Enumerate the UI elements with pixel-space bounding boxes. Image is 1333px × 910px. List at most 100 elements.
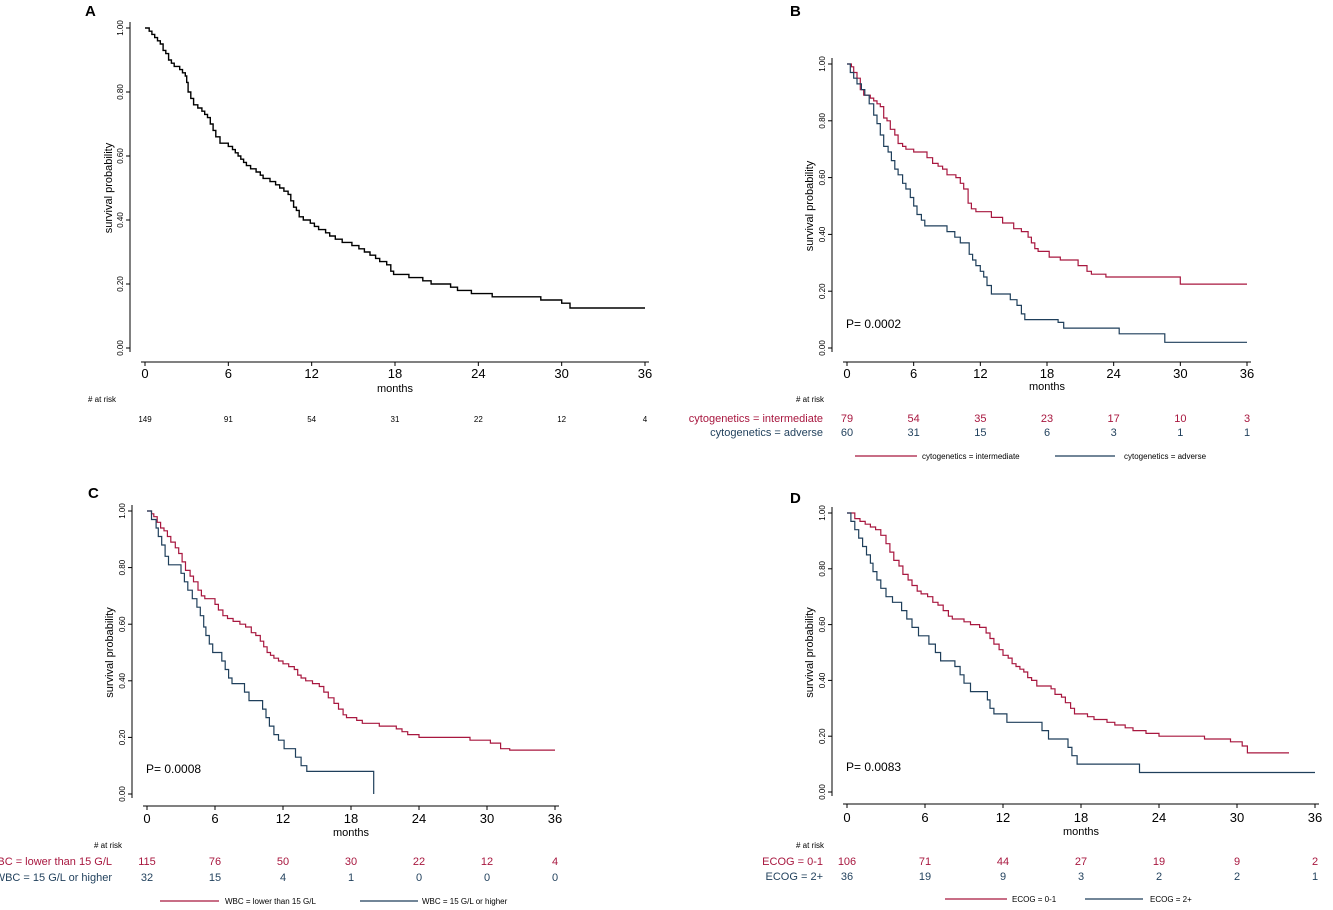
- x-tick-label: 6: [921, 810, 928, 825]
- at-risk-count: 0: [484, 872, 490, 884]
- at-risk-count: 4: [280, 872, 286, 884]
- y-tick-label: 0.40: [818, 672, 827, 688]
- at-risk-count: 44: [997, 856, 1009, 868]
- p-value: P= 0.0002: [846, 317, 901, 331]
- at-risk-count: 149: [138, 415, 152, 424]
- at-risk-count: 19: [1153, 856, 1165, 868]
- y-tick-label: 1.00: [118, 503, 127, 519]
- x-tick-label: 30: [554, 366, 568, 381]
- x-tick-label: 24: [1152, 810, 1166, 825]
- y-tick-label: 0.20: [818, 283, 827, 299]
- at-risk-count: 12: [557, 415, 566, 424]
- x-tick-label: 30: [1230, 810, 1244, 825]
- panel-letter: B: [790, 3, 801, 20]
- at-risk-count: 4: [643, 415, 648, 424]
- at-risk-count: 15: [974, 427, 986, 439]
- at-risk-count: 31: [391, 415, 400, 424]
- at-risk-count: 106: [838, 856, 856, 868]
- at-risk-count: 9: [1234, 856, 1240, 868]
- y-tick-label: 1.00: [818, 56, 827, 72]
- at-risk-count: 15: [209, 872, 221, 884]
- at-risk-count: 50: [277, 856, 289, 868]
- at-risk-count: 76: [209, 856, 221, 868]
- x-tick-label: 0: [143, 811, 150, 826]
- at-risk-row-label: ECOG = 2+: [766, 871, 823, 883]
- at-risk-row-label: ECOG = 0-1: [762, 856, 823, 868]
- legend-label: cytogenetics = adverse: [1124, 452, 1207, 461]
- x-tick-label: 6: [225, 366, 232, 381]
- y-tick-label: 0.00: [818, 784, 827, 800]
- x-tick-label: 30: [1173, 366, 1187, 381]
- at-risk-count: 23: [1041, 413, 1053, 425]
- x-tick-label: 0: [141, 366, 148, 381]
- survival-curve-blue: [847, 512, 1315, 774]
- x-tick-label: 6: [910, 366, 917, 381]
- x-tick-label: 24: [412, 811, 426, 826]
- panel-letter: D: [790, 490, 801, 507]
- y-axis-title: survival probability: [804, 607, 816, 698]
- x-tick-label: 18: [388, 366, 402, 381]
- at-risk-title: # at risk: [796, 395, 825, 404]
- at-risk-count: 17: [1108, 413, 1120, 425]
- y-tick-label: 0.00: [116, 340, 125, 356]
- y-tick-label: 0.40: [116, 212, 125, 228]
- y-tick-label: 0.80: [818, 560, 827, 576]
- at-risk-count: 1: [1244, 427, 1250, 439]
- km-panel-b: B 0.00 0.20 0.40 0.60 0.80 1.00 survival probab…: [689, 3, 1254, 461]
- at-risk-count: 54: [307, 415, 316, 424]
- y-tick-label: 0.00: [818, 340, 827, 356]
- at-risk-count: 60: [841, 427, 853, 439]
- x-tick-label: 24: [1106, 366, 1120, 381]
- at-risk-count: 2: [1234, 871, 1240, 883]
- y-axis-title: survival probability: [104, 607, 116, 698]
- at-risk-row-label: cytogenetics = adverse: [710, 427, 823, 439]
- x-tick-label: 12: [996, 810, 1010, 825]
- at-risk-count: 2: [1312, 856, 1318, 868]
- x-tick-label: 12: [973, 366, 987, 381]
- at-risk-count: 1: [1177, 427, 1183, 439]
- y-tick-label: 0.80: [116, 84, 125, 100]
- x-tick-label: 12: [276, 811, 290, 826]
- km-panel-a: A 0.00 0.20 0.40 0.60 0.80 1.00 survival probab…: [85, 3, 652, 424]
- at-risk-count: 91: [224, 415, 233, 424]
- legend-label: cytogenetics = intermediate: [922, 452, 1020, 461]
- x-axis-title: months: [377, 383, 414, 395]
- x-tick-label: 12: [304, 366, 318, 381]
- at-risk-count: 36: [841, 871, 853, 883]
- y-tick-label: 0.60: [818, 169, 827, 185]
- legend-label: ECOG = 2+: [1150, 895, 1192, 904]
- x-axis-title: months: [1063, 826, 1100, 838]
- at-risk-row-label: cytogenetics = intermediate: [689, 413, 823, 425]
- panel-letter: A: [85, 3, 96, 20]
- at-risk-count: 12: [481, 856, 493, 868]
- x-tick-label: 0: [843, 366, 850, 381]
- y-tick-label: 0.60: [818, 616, 827, 632]
- x-tick-label: 36: [548, 811, 562, 826]
- at-risk-count: 32: [141, 872, 153, 884]
- legend-label: WBC = 15 G/L or higher: [422, 897, 508, 906]
- at-risk-count: 27: [1075, 856, 1087, 868]
- at-risk-count: 115: [138, 856, 156, 868]
- km-panel-c: C 0.00 0.20 0.40 0.60 0.80 1.00 survival probab…: [0, 485, 562, 906]
- legend-label: ECOG = 0-1: [1012, 895, 1057, 904]
- at-risk-title: # at risk: [94, 841, 123, 850]
- at-risk-count: 35: [974, 413, 986, 425]
- y-tick-label: 0.60: [118, 616, 127, 632]
- x-axis-title: months: [333, 827, 370, 839]
- at-risk-row-label: WBC = 15 G/L or higher: [0, 872, 112, 884]
- at-risk-count: 54: [908, 413, 920, 425]
- y-tick-label: 1.00: [116, 20, 125, 36]
- p-value: P= 0.0083: [846, 760, 901, 774]
- survival-curve-blue: [147, 510, 375, 794]
- km-panel-d: D 0.00 0.20 0.40 0.60 0.80 1.00 survival probab…: [762, 490, 1322, 904]
- at-risk-count: 2: [1156, 871, 1162, 883]
- at-risk-count: 9: [1000, 871, 1006, 883]
- at-risk-count: 22: [413, 856, 425, 868]
- y-tick-label: 0.40: [118, 672, 127, 688]
- x-tick-label: 36: [1240, 366, 1254, 381]
- y-tick-label: 0.80: [818, 112, 827, 128]
- at-risk-count: 79: [841, 413, 853, 425]
- at-risk-count: 3: [1111, 427, 1117, 439]
- x-tick-label: 0: [843, 810, 850, 825]
- survival-curve-red: [847, 512, 1289, 754]
